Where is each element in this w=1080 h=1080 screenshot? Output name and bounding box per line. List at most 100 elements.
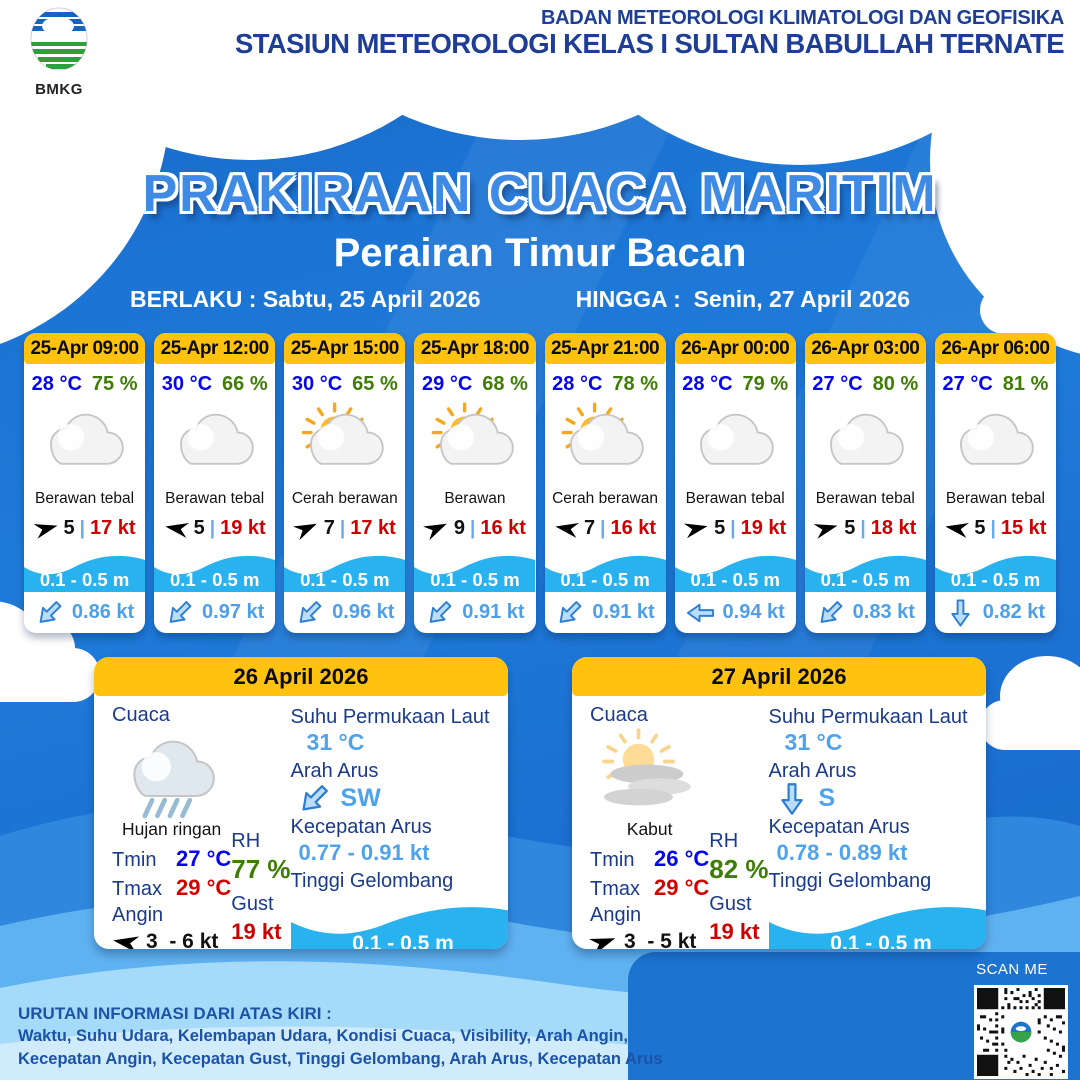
wind-row: 5 | 15 kt bbox=[935, 517, 1056, 547]
cloud-icon bbox=[439, 413, 514, 465]
wave-height: 0.1 - 0.5 m bbox=[690, 569, 780, 590]
gust-value: 19 kt bbox=[231, 919, 282, 944]
sst-label: Suhu Permukaan Laut bbox=[290, 706, 490, 728]
gust-speed: 15 kt bbox=[1000, 517, 1047, 539]
wind-speed: 5 bbox=[193, 517, 205, 539]
wind-speed: 5 bbox=[844, 517, 856, 539]
air-temperature: 30 °C bbox=[291, 373, 343, 395]
current-row: 0.83 kt bbox=[805, 592, 926, 633]
tmax-label: Tmax bbox=[112, 878, 162, 900]
current-direction-icon bbox=[429, 600, 452, 623]
wave-height: 0.1 - 0.5 m bbox=[820, 569, 911, 590]
gust-label: Gust bbox=[231, 893, 274, 915]
forecast-card: 25-Apr 18:00 29 °C 68 % bbox=[414, 333, 536, 633]
kecepatan-arus-value: 0.78 - 0.89 kt bbox=[776, 840, 908, 865]
gust-speed: 17 kt bbox=[89, 517, 136, 539]
tinggi-gelombang-label: Tinggi Gelombang bbox=[290, 870, 454, 892]
current-speed: 0.86 kt bbox=[71, 601, 135, 623]
daily-wave-band: 0.1 - 0.5 m bbox=[290, 898, 508, 949]
daily-sea-column: Suhu Permukaan Laut 31 °C Arah Arus S Ke… bbox=[768, 704, 986, 949]
daily-date: 26 April 2026 bbox=[94, 657, 508, 696]
forecast-time: 25-Apr 15:00 bbox=[284, 333, 406, 364]
gust-speed: 18 kt bbox=[870, 517, 917, 539]
wave-shape bbox=[414, 555, 536, 592]
current-direction-icon bbox=[39, 600, 62, 623]
current-direction-icon bbox=[820, 600, 843, 623]
forecast-cards-row: 25-Apr 09:00 28 °C 75 % bbox=[24, 333, 1056, 633]
wind-row: 9 | 16 kt bbox=[414, 517, 535, 547]
daily-wave-height: 0.1 - 0.5 m bbox=[830, 932, 932, 949]
wind-speed: 5 bbox=[974, 517, 986, 539]
wave-height: 0.1 - 0.5 m bbox=[300, 569, 390, 590]
kecepatan-arus-label: Kecepatan Arus bbox=[768, 816, 910, 838]
daily-sea-column: Suhu Permukaan Laut 31 °C Arah Arus SW K… bbox=[290, 704, 508, 949]
wind-gust-separator: | bbox=[990, 517, 996, 539]
forecast-card: 25-Apr 09:00 28 °C 75 % bbox=[24, 333, 146, 633]
daily-weather-icon bbox=[590, 727, 709, 819]
wind-speed: 9 bbox=[453, 517, 466, 539]
kecepatan-arus-label: Kecepatan Arus bbox=[290, 816, 432, 838]
gust-label: Gust bbox=[709, 893, 752, 915]
cloud-icon bbox=[179, 413, 254, 465]
tmax-row: Tmax 29 °C bbox=[590, 875, 709, 901]
footer-legend: URUTAN INFORMASI DARI ATAS KIRI : Waktu,… bbox=[18, 1002, 663, 1070]
rh-value: 77 % bbox=[231, 854, 291, 884]
daily-date: 27 April 2026 bbox=[572, 657, 986, 696]
wave-height: 0.1 - 0.5 m bbox=[39, 569, 130, 590]
relative-humidity: 65 % bbox=[352, 373, 398, 395]
station-name: STASIUN METEOROLOGI KELAS I SULTAN BABUL… bbox=[234, 28, 1065, 60]
air-temperature: 28 °C bbox=[31, 373, 82, 395]
forecast-time: 26-Apr 00:00 bbox=[674, 333, 796, 364]
current-direction-value: S bbox=[818, 784, 836, 812]
current-speed: 0.97 kt bbox=[202, 601, 265, 623]
qr-code-svg bbox=[977, 988, 1065, 1076]
air-temperature: 28 °C bbox=[552, 373, 603, 395]
wave-shape bbox=[24, 555, 146, 592]
agency-header: BADAN METEOROLOGI KLIMATOLOGI DAN GEOFIS… bbox=[234, 7, 1065, 60]
temp-humidity-row: 28 °C 79 % bbox=[675, 364, 796, 396]
wind-speed: 5 bbox=[714, 517, 726, 539]
arah-arus-label: Arah Arus bbox=[768, 760, 857, 782]
forecast-time: 25-Apr 09:00 bbox=[24, 333, 146, 364]
forecast-time: 25-Apr 12:00 bbox=[154, 333, 276, 364]
current-direction-icon bbox=[951, 598, 970, 627]
arah-arus-label: Arah Arus bbox=[290, 760, 379, 782]
relative-humidity: 81 % bbox=[1002, 373, 1049, 395]
weather-icon bbox=[154, 396, 275, 490]
gust-speed: 16 kt bbox=[480, 517, 526, 539]
berlaku-label: BERLAKU : bbox=[129, 286, 263, 312]
daily-rh-gust-column: RH 82 % Gust 19 kt bbox=[709, 704, 768, 949]
tmax-value: 29 °C bbox=[654, 875, 710, 900]
wave-height-band: 0.1 - 0.5 m bbox=[24, 547, 146, 592]
daily-cards-row: 26 April 2026 Cuaca bbox=[0, 657, 1080, 949]
weather-description: Berawan tebal bbox=[35, 490, 135, 507]
temp-humidity-row: 27 °C 81 % bbox=[935, 364, 1056, 396]
wind-direction-icon bbox=[164, 523, 189, 538]
tmax-value: 29 °C bbox=[176, 875, 232, 900]
weather-icon bbox=[284, 396, 405, 490]
daily-wave-height: 0.1 - 0.5 m bbox=[352, 932, 454, 949]
validity-from: BERLAKU : Sabtu, 25 April 2026 bbox=[130, 286, 481, 313]
weather-icon bbox=[935, 396, 1056, 490]
wind-direction-icon bbox=[683, 523, 708, 539]
temp-humidity-row: 27 °C 80 % bbox=[805, 364, 926, 396]
current-row: 0.96 kt bbox=[284, 592, 405, 633]
daily-wind-row: 3 - 6 kt bbox=[112, 930, 231, 949]
page-title: PRAKIRAAN CUACA MARITIM bbox=[142, 165, 938, 223]
sst-value: 31 °C bbox=[784, 729, 843, 755]
air-temperature: 27 °C bbox=[812, 373, 863, 395]
air-temperature: 29 °C bbox=[422, 373, 473, 395]
temp-humidity-row: 28 °C 78 % bbox=[545, 364, 666, 396]
wave-height-band: 0.1 - 0.5 m bbox=[154, 547, 276, 592]
rh-label: RH bbox=[709, 830, 739, 852]
daily-forecast-card: 27 April 2026 Cuaca bbox=[572, 657, 986, 949]
hingga-label: HINGGA : bbox=[575, 286, 694, 312]
daily-card-body: Cuaca bbox=[572, 696, 986, 949]
validity-row: BERLAKU : Sabtu, 25 April 2026 HINGGA : … bbox=[0, 286, 1080, 313]
gust-value: 19 kt bbox=[709, 919, 760, 944]
cloud-icon bbox=[570, 413, 644, 465]
current-direction-row: S bbox=[775, 782, 986, 815]
wave-height: 0.1 - 0.5 m bbox=[950, 569, 1041, 590]
current-row: 0.94 kt bbox=[675, 592, 796, 633]
